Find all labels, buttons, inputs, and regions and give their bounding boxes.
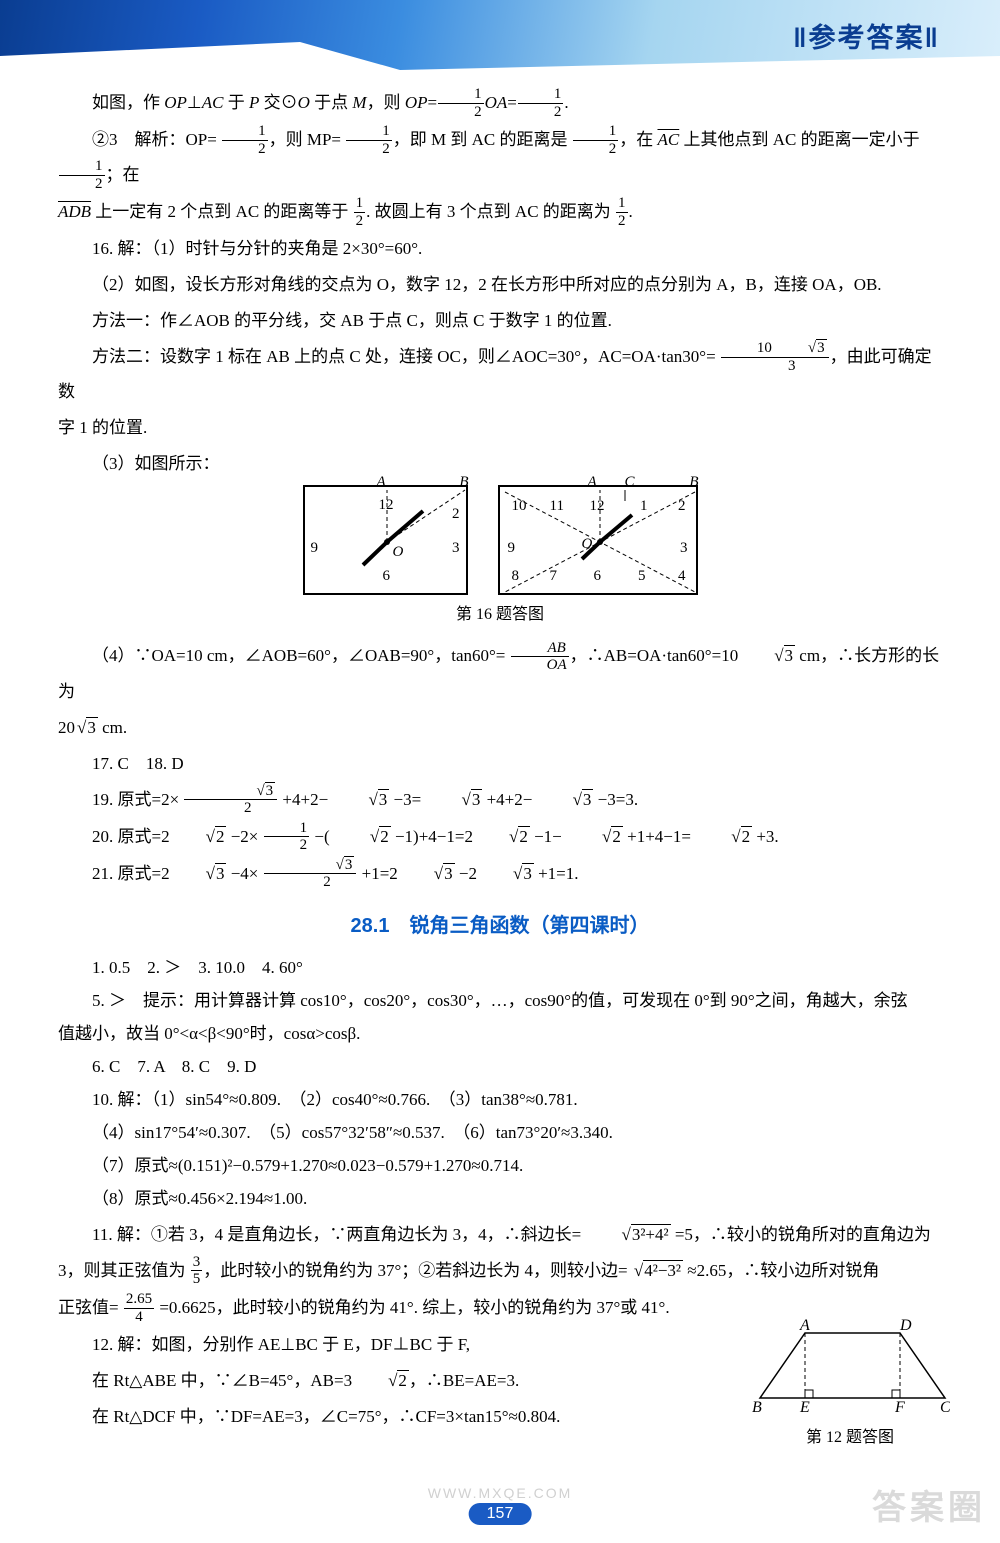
p13: 19. 原式=2× 32 +4+2− 3 −3= 3 +4+2− 3 −3=3. (58, 783, 942, 818)
t: −2 (455, 864, 477, 883)
page-content: 如图，作 OP⊥AC 于 P 交⊙O 于点 M，则 OP=12OA=12. ②3… (0, 70, 1000, 1434)
t: +1=1. (534, 864, 579, 883)
t: −1− (530, 827, 566, 846)
t: +1+4−1= (623, 827, 695, 846)
t: ；在 (106, 165, 140, 184)
watermark-url: WWW.MXQE.COM (428, 1485, 573, 1501)
svg-text:C: C (940, 1399, 950, 1416)
t: −1)+4−1=2 (391, 827, 473, 846)
p14: 20. 原式=22 −2× 12 −( 2 −1)+4−1=22 −1− 2 +… (58, 820, 942, 855)
p12: 17. C 18. D (58, 747, 942, 781)
p22: （7）原式≈(0.151)²−0.579+1.270≈0.023−0.579+1… (58, 1149, 942, 1183)
p17: 5. ＞ 提示：用计算器计算 cos10°，cos20°，cos30°，…，co… (58, 984, 942, 1018)
t: 上其他点到 AC 的距离一定小于 (679, 130, 919, 149)
svg-text:D: D (899, 1318, 912, 1334)
svg-text:B: B (752, 1399, 762, 1416)
t: ，∴BE=AE=3. (409, 1371, 519, 1390)
q12-figure: A D B E F C 第 12 题答图 (750, 1318, 950, 1447)
t: . (629, 202, 633, 221)
p7: 方法二：设数字 1 标在 AB 上的点 C 处，连接 OC，则∠AOC=30°，… (58, 340, 942, 409)
t: cm. (98, 718, 127, 737)
t: 上一定有 2 个点到 AC 的距离等于 (91, 202, 353, 221)
t: ≈2.65，∴较小边所对锐角 (683, 1261, 879, 1280)
p8: 字 1 的位置. (58, 411, 942, 445)
p10: （4）∵OA=10 cm，∠AOB=60°，∠OAB=90°，tan60°= A… (58, 639, 942, 708)
p6: 方法一：作∠AOB 的平分线，交 AB 于点 C，则点 C 于数字 1 的位置. (58, 304, 942, 338)
q16-caption: 第 16 题答图 (58, 599, 942, 631)
p19: 6. C 7. A 8. C 9. D (58, 1050, 942, 1084)
clock2: A C B 10 11 12 1 2 3 4 5 6 7 8 9 O (498, 485, 698, 595)
watermark-corner: 答案圈 (872, 1480, 986, 1529)
t: 3，则其正弦值为 (58, 1261, 190, 1280)
t: ，在 (619, 130, 657, 149)
t: 20 (58, 718, 75, 737)
t: +4+2− (482, 790, 536, 809)
t: −2× (226, 827, 262, 846)
p11: 203 cm. (58, 711, 942, 745)
t: ，∴AB=OA·tan60°=10 (570, 646, 739, 665)
p3: ADB 上一定有 2 个点到 AC 的距离等于 12. 故圆上有 3 个点到 A… (58, 195, 942, 230)
t: −( (310, 827, 334, 846)
t: （4）∵OA=10 cm，∠AOB=60°，∠OAB=90°，tan60°= (92, 646, 510, 665)
t: =0.6625，此时较小的锐角约为 41°. 综上，较小的锐角约为 37°或 4… (155, 1298, 669, 1317)
p24: 11. 解：①若 3，4 是直角边长，∵两直角边长为 3，4，∴斜边长= 3²+… (58, 1218, 942, 1252)
p2: ②3 解析：OP= 12，则 MP= 12，即 M 到 AC 的距离是 12，在… (58, 123, 942, 193)
t: =5，∴较小的锐角所对的直角边为 (671, 1225, 931, 1244)
t: 11. 解：①若 3，4 是直角边长，∵两直角边长为 3，4，∴斜边长= (92, 1225, 585, 1244)
t: 21. 原式=2 (92, 864, 170, 883)
t: 正弦值= (58, 1298, 123, 1317)
t: +4+2− (278, 790, 332, 809)
p20: 10. 解：（1）sin54°≈0.809. （2）cos40°≈0.766. … (58, 1083, 942, 1117)
t: 19. 原式=2× (92, 790, 183, 809)
p5: （2）如图，设长方形对角线的交点为 O，数字 12，2 在长方形中所对应的点分别… (58, 268, 942, 302)
p29: 在 Rt△DCF 中，∵DF=AE=3，∠C=75°，∴CF=3×tan15°≈… (58, 1400, 738, 1434)
t: −3=3. (593, 790, 638, 809)
p16: 1. 0.5 2. ＞ 3. 10.0 4. 60° (58, 951, 942, 985)
t: +3. (752, 827, 779, 846)
clock2-svg (500, 487, 700, 597)
svg-text:F: F (894, 1399, 905, 1416)
t: 在 Rt△ABE 中，∵∠B=45°，AB=3 (92, 1371, 352, 1390)
t: −4× (226, 864, 262, 883)
t: ②3 解析：OP= (92, 130, 221, 149)
t: −3= (389, 790, 425, 809)
p4: 16. 解：（1）时针与分针的夹角是 2×30°=60°. (58, 232, 942, 266)
t: 方法二：设数字 1 标在 AB 上的点 C 处，连接 OC，则∠AOC=30°，… (92, 347, 720, 366)
p27: 12. 解：如图，分别作 AE⊥BC 于 E，DF⊥BC 于 F, (58, 1328, 738, 1362)
p9: （3）如图所示： (58, 447, 942, 481)
t: +1=2 (357, 864, 397, 883)
p28: 在 Rt△ABE 中，∵∠B=45°，AB=32，∴BE=AE=3. (58, 1364, 738, 1398)
svg-text:E: E (799, 1399, 810, 1416)
p25: 3，则其正弦值为 35，此时较小的锐角约为 37°；②若斜边长为 4，则较小边=… (58, 1254, 942, 1289)
header-title: ‖参考答案‖ (793, 16, 940, 55)
page-number: 157 (469, 1503, 532, 1525)
t: 20. 原式=2 (92, 827, 170, 846)
t: ，此时较小的锐角约为 37°；②若斜边长为 4，则较小边= (203, 1261, 632, 1280)
q16-figures: A B 12 2 3 6 9 O A C B 10 11 12 1 2 (58, 485, 942, 595)
p18: 值越小，故当 0°<α<β<90°时，cosα>cosβ. (58, 1017, 942, 1051)
t: ，则 MP= (269, 130, 346, 149)
t: ，即 M 到 AC 的距离是 (393, 130, 572, 149)
p1: 如图，作 OP⊥AC 于 P 交⊙O 于点 M，则 OP=12OA=12. (58, 86, 942, 121)
clock1: A B 12 2 3 6 9 O (303, 485, 468, 595)
t: . 故圆上有 3 个点到 AC 的距离为 (366, 202, 615, 221)
q12-caption: 第 12 题答图 (750, 1423, 950, 1447)
svg-text:A: A (799, 1318, 810, 1334)
trapezoid-svg: A D B E F C (750, 1318, 950, 1418)
section-title: 28.1 锐角三角函数（第四课时） (58, 906, 942, 946)
p23: （8）原式≈0.456×2.194≈1.00. (58, 1182, 942, 1216)
p21: （4）sin17°54′≈0.307. （5）cos57°32′58″≈0.53… (58, 1116, 942, 1150)
clock1-svg (305, 487, 470, 597)
p15: 21. 原式=23 −4× 32 +1=23 −23 +1=1. (58, 857, 942, 892)
